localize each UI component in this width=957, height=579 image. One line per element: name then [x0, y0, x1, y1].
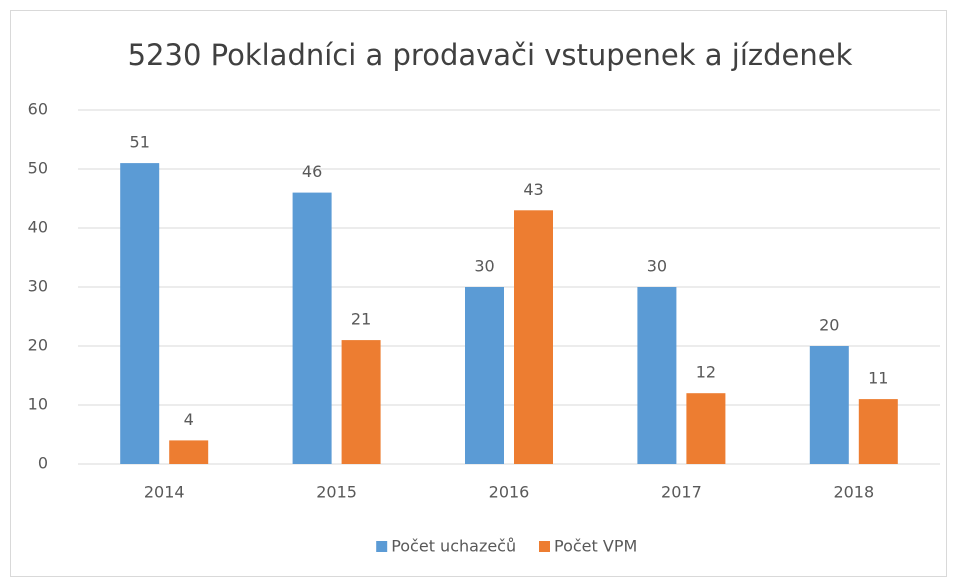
x-tick-label: 2017: [661, 483, 702, 502]
legend-label: Počet VPM: [554, 537, 637, 556]
bar: [169, 440, 209, 464]
data-label: 21: [351, 310, 371, 329]
data-label: 46: [302, 162, 322, 181]
legend-swatch: [376, 541, 388, 552]
x-tick-label: 2016: [489, 483, 530, 502]
y-tick-label: 10: [28, 395, 48, 414]
bar: [292, 192, 332, 464]
data-label: 4: [184, 410, 194, 429]
data-label: 11: [868, 369, 888, 388]
data-label: 30: [474, 257, 494, 276]
x-tick-label: 2015: [316, 483, 357, 502]
bar: [514, 210, 553, 464]
y-tick-label: 40: [28, 218, 48, 237]
data-label: 43: [523, 180, 543, 199]
bar: [120, 163, 160, 464]
legend-swatch: [539, 541, 550, 552]
y-tick-label: 0: [38, 454, 48, 473]
data-label: 20: [819, 316, 839, 335]
chart-title: 5230 Pokladníci a prodavači vstupenek a …: [128, 38, 853, 72]
bar: [637, 287, 677, 464]
y-tick-label: 30: [28, 277, 48, 296]
y-tick-label: 50: [28, 159, 48, 178]
legend-label: Počet uchazečů: [391, 537, 516, 556]
bar: [858, 399, 898, 464]
data-label: 30: [647, 257, 667, 276]
data-label: 12: [696, 363, 716, 382]
y-tick-label: 20: [28, 336, 48, 355]
bar: [341, 340, 381, 464]
bar: [809, 346, 849, 464]
x-tick-label: 2014: [144, 483, 185, 502]
bar: [686, 393, 726, 464]
y-tick-label: 60: [28, 100, 48, 119]
bar: [465, 287, 504, 464]
data-label: 51: [130, 133, 150, 152]
x-tick-label: 2018: [833, 483, 874, 502]
